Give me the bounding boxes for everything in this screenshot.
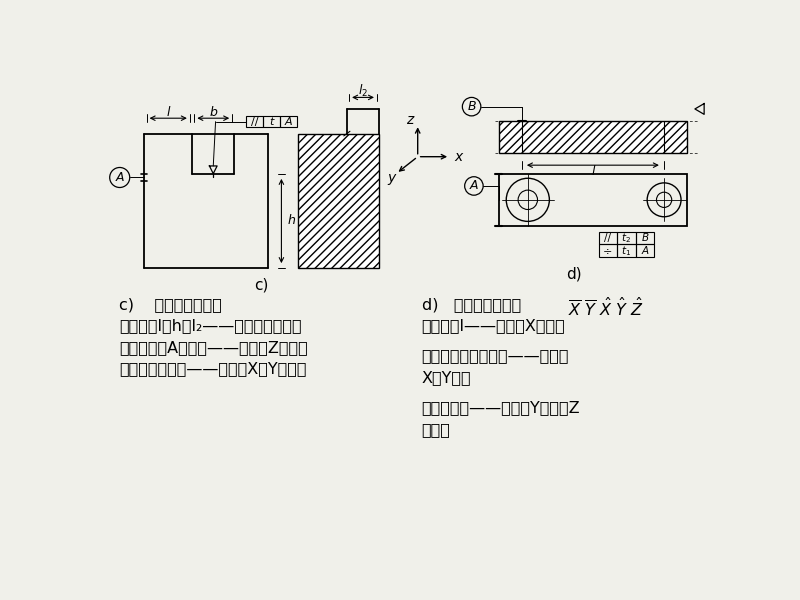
Text: h: h	[287, 214, 295, 227]
Text: z: z	[406, 113, 413, 127]
Text: y: y	[387, 171, 396, 185]
Bar	[280, 116, 297, 127]
Text: 保证尺寸l，h，l₂——限制三个移动；: 保证尺寸l，h，l₂——限制三个移动；	[119, 319, 302, 334]
Bar	[598, 244, 617, 257]
Text: 保证与底面平行——限制绕X，Y转动。: 保证与底面平行——限制绕X，Y转动。	[119, 362, 306, 377]
Text: 保证对称度——限制沿Y移动和Z: 保证对称度——限制沿Y移动和Z	[422, 400, 580, 415]
Text: 转动；: 转动；	[422, 422, 450, 437]
Bar	[263, 116, 280, 127]
Text: $t_1$: $t_1$	[622, 244, 631, 257]
Text: c): c)	[254, 278, 269, 293]
Text: d)   限制五个自由度: d) 限制五个自由度	[422, 297, 526, 312]
Text: $l_2$: $l_2$	[358, 83, 368, 99]
Text: 保证尺寸l——限制沿X移动；: 保证尺寸l——限制沿X移动；	[422, 319, 566, 334]
Text: X，Y转动: X，Y转动	[422, 370, 471, 385]
Bar	[498, 173, 687, 226]
Text: x: x	[454, 149, 463, 164]
Text: ÷: ÷	[603, 245, 613, 256]
Text: A: A	[642, 245, 649, 256]
Text: B: B	[467, 100, 476, 113]
Text: l: l	[591, 165, 594, 178]
Bar	[246, 116, 263, 127]
Bar	[636, 232, 654, 244]
Text: l: l	[166, 106, 170, 119]
Text: 保证与左孔的平行度——限制绕: 保证与左孔的平行度——限制绕	[422, 349, 569, 364]
Text: A: A	[470, 179, 478, 193]
Bar	[498, 121, 687, 153]
Text: B: B	[642, 233, 649, 244]
Bar	[636, 244, 654, 257]
Text: c)    限制六个自由度: c) 限制六个自由度	[119, 297, 222, 312]
Text: //: //	[604, 233, 611, 244]
Text: 保证与基准A平行度——限制绕Z转动。: 保证与基准A平行度——限制绕Z转动。	[119, 340, 308, 355]
Bar	[617, 232, 636, 244]
Text: b: b	[210, 106, 218, 119]
Text: $t_2$: $t_2$	[622, 232, 631, 245]
Text: d): d)	[566, 266, 582, 281]
Text: t: t	[270, 116, 274, 127]
Bar	[598, 232, 617, 244]
Text: A: A	[115, 171, 124, 184]
Bar	[298, 134, 379, 268]
Bar	[617, 244, 636, 257]
Text: A: A	[285, 116, 292, 127]
Text: $\overline{X}\ \overline{Y}\ \hat{X}\ \hat{Y}\ \hat{Z}$: $\overline{X}\ \overline{Y}\ \hat{X}\ \h…	[568, 297, 644, 319]
Text: //: //	[250, 116, 258, 127]
